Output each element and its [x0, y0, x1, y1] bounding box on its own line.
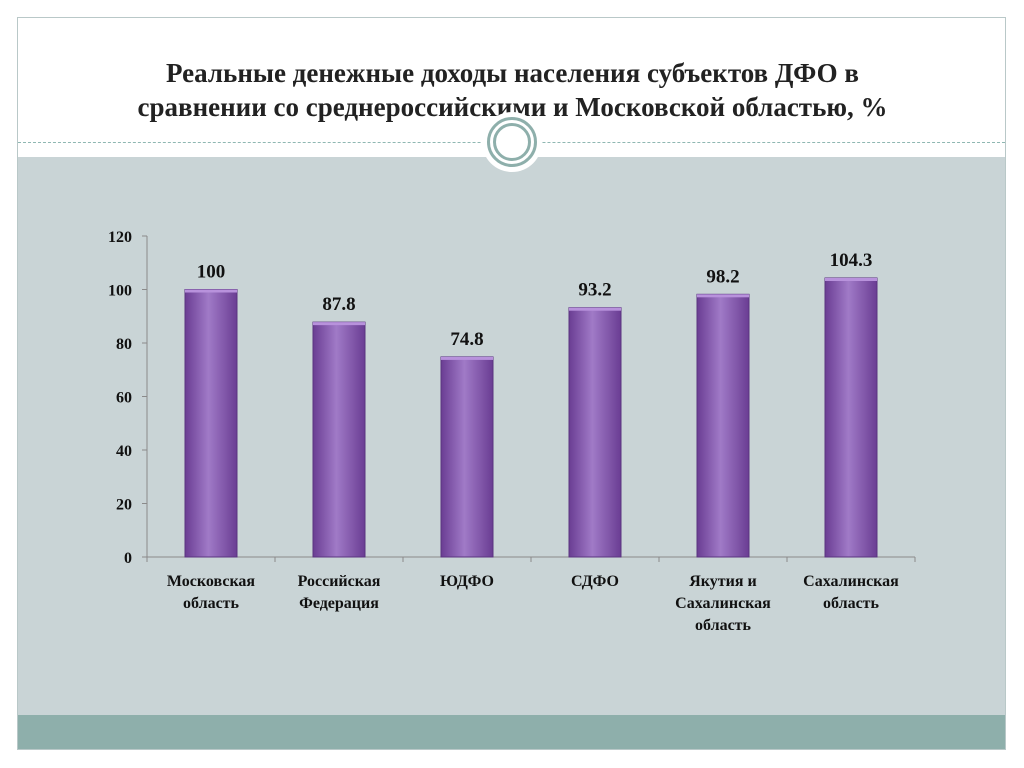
y-tick-label: 120: [108, 229, 132, 246]
x-tick-label: ЮДФО: [440, 573, 494, 590]
bar-top-highlight: [569, 307, 621, 311]
x-tick-label-line: область: [183, 595, 240, 612]
slide-title: Реальные денежные доходы населения субъе…: [30, 56, 995, 124]
y-tick-label: 20: [116, 497, 132, 514]
x-tick-label-line: область: [823, 595, 880, 612]
x-tick-label-line: Московская: [167, 573, 256, 590]
x-tick-label: Якутия и Сахалинская область: [675, 573, 771, 634]
data-label: 104.3: [830, 250, 873, 271]
data-label: 93.2: [578, 280, 611, 301]
data-label: 74.8: [450, 329, 483, 350]
data-label: 98.2: [706, 266, 739, 287]
data-label: 87.8: [322, 294, 355, 315]
x-tick-label-line: Якутия и: [689, 573, 757, 590]
bar-top-highlight: [441, 356, 493, 360]
bar: [696, 293, 750, 558]
x-tick-label-line: СДФО: [571, 573, 619, 590]
bar-top-highlight: [313, 322, 365, 326]
data-label: 100: [197, 262, 226, 283]
bar: [568, 307, 622, 558]
title-line-1: Реальные денежные доходы населения субъе…: [166, 58, 859, 88]
x-tick-label-line: Сахалинская: [803, 573, 899, 590]
footer-bar: [18, 715, 1005, 749]
x-tick-label-line: область: [695, 617, 752, 634]
y-tick-label: 80: [116, 336, 132, 353]
x-tick-label: Московская область: [167, 573, 256, 612]
x-tick-label: Российская Федерация: [298, 573, 381, 612]
x-tick-label-line: ЮДФО: [440, 573, 494, 590]
x-tick-label-line: Сахалинская: [675, 595, 771, 612]
y-tick-label: 40: [116, 443, 132, 460]
bar: [312, 321, 366, 558]
ring-ornament-icon: [482, 112, 542, 172]
y-tick-label: 100: [108, 283, 132, 300]
bar-top-highlight: [185, 289, 237, 293]
bar-top-highlight: [697, 294, 749, 298]
y-tick-label: 0: [124, 550, 132, 567]
bar: [824, 277, 878, 558]
bar-top-highlight: [825, 277, 877, 281]
x-tick-label-line: Федерация: [299, 595, 379, 612]
x-tick-label: СДФО: [571, 573, 619, 590]
bar: [184, 289, 238, 558]
bar: [440, 356, 494, 558]
x-tick-label: Сахалинская область: [803, 573, 899, 612]
y-tick-label: 60: [116, 390, 132, 407]
x-tick-label-line: Российская: [298, 573, 381, 590]
